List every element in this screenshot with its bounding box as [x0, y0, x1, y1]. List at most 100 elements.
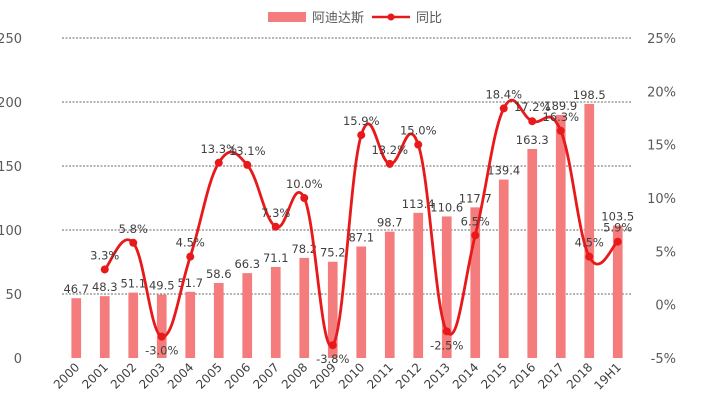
- bar: [470, 207, 481, 358]
- line-marker: [357, 131, 366, 140]
- line-marker: [271, 222, 280, 231]
- bar-value-label: 110.6: [430, 200, 463, 214]
- x-axis-tick: 2002: [108, 360, 139, 391]
- chart-legend: 阿迪达斯 同比: [268, 11, 442, 26]
- right-axis-tick: 15%: [647, 139, 676, 154]
- bar-value-label: 66.3: [234, 257, 260, 271]
- bar-value-label: 87.1: [348, 231, 374, 245]
- x-axis-tick: 2015: [478, 360, 509, 391]
- bar: [356, 246, 367, 358]
- x-axis-tick: 2011: [364, 360, 395, 391]
- x-axis-tick: 2000: [51, 360, 82, 391]
- line-marker: [613, 237, 622, 246]
- bar-value-label: 49.5: [149, 279, 175, 293]
- bar: [299, 257, 310, 358]
- bar: [327, 261, 338, 358]
- bar: [555, 114, 566, 358]
- bar: [71, 298, 82, 358]
- x-axis-tick: 2012: [393, 360, 424, 391]
- line-marker: [157, 332, 166, 341]
- x-axis-tick: 2007: [250, 360, 281, 391]
- line-marker: [442, 327, 451, 336]
- line-value-label: 10.0%: [286, 177, 323, 191]
- bar: [441, 216, 452, 358]
- bar: [498, 179, 509, 358]
- line-value-label: 5.9%: [603, 221, 632, 235]
- x-axis-tick: 2017: [535, 360, 566, 391]
- line-value-label: 15.9%: [343, 114, 380, 128]
- line-value-label: 5.8%: [119, 222, 148, 236]
- line-marker: [300, 194, 309, 202]
- line-value-label: 4.5%: [176, 236, 205, 250]
- x-axis-tick: 2018: [564, 360, 595, 391]
- line-value-label: 18.4%: [485, 87, 522, 101]
- right-axis-tick: -5%: [651, 352, 676, 367]
- x-axis-tick: 19H1: [591, 360, 623, 392]
- left-axis-tick: 100: [0, 224, 22, 239]
- left-axis-tick: 50: [5, 288, 22, 303]
- line-value-label: 13.1%: [229, 144, 266, 158]
- bar-value-label: 75.2: [320, 246, 346, 260]
- x-axis-tick: 2013: [421, 360, 452, 391]
- line-marker: [414, 140, 423, 149]
- x-axis-tick: 2003: [136, 360, 167, 391]
- line-marker: [385, 159, 394, 168]
- right-axis-tick: 5%: [655, 245, 676, 260]
- bar-value-label: 198.5: [573, 88, 606, 102]
- bar: [185, 291, 196, 358]
- line-value-label: 7.3%: [261, 206, 290, 220]
- bar-value-label: 71.1: [263, 251, 289, 265]
- bar-value-label: 58.6: [206, 267, 232, 281]
- right-axis-tick: 20%: [647, 85, 676, 100]
- line-value-label: -2.5%: [430, 338, 463, 352]
- line-marker: [328, 341, 337, 350]
- line-value-label: 3.3%: [90, 248, 119, 262]
- legend-bar-swatch: [268, 12, 306, 22]
- line-value-label: 15.0%: [400, 124, 437, 138]
- line-marker: [471, 231, 480, 240]
- line-marker: [214, 158, 223, 167]
- legend-line-label: 同比: [416, 11, 442, 26]
- x-axis-tick: 2008: [279, 360, 310, 391]
- line-value-label: 16.3%: [542, 110, 579, 124]
- right-axis-tick: 0%: [655, 299, 676, 314]
- bar: [270, 266, 281, 358]
- left-axis-tick: 200: [0, 96, 22, 111]
- line-value-label: -3.0%: [145, 344, 178, 358]
- bar: [384, 231, 395, 358]
- bar: [413, 212, 424, 358]
- legend-line-marker: [387, 13, 395, 21]
- growth-line: [103, 98, 619, 348]
- bar-value-label: 48.3: [92, 280, 118, 294]
- bar-value-label: 117.7: [459, 191, 492, 205]
- line-value-label: 13.2%: [371, 143, 408, 157]
- bar: [128, 292, 139, 358]
- line-value-label: 4.5%: [575, 236, 604, 250]
- bar-value-label: 139.4: [487, 164, 520, 178]
- line-marker: [243, 160, 252, 169]
- bar: [99, 296, 110, 358]
- x-axis-tick: 2014: [450, 360, 481, 391]
- line-value-label: -3.8%: [316, 352, 349, 366]
- x-axis-tick: 2005: [193, 360, 224, 391]
- bar: [612, 225, 623, 358]
- bar-value-label: 98.7: [377, 216, 403, 230]
- bar: [213, 282, 224, 358]
- bar: [584, 103, 595, 358]
- left-axis-tick: 150: [0, 160, 22, 175]
- line-marker: [585, 252, 594, 261]
- bar-value-label: 103.5: [601, 210, 634, 224]
- bar-value-label: 46.7: [63, 282, 89, 296]
- line-marker: [556, 126, 565, 135]
- bar: [527, 148, 538, 358]
- left-axis-tick: 250: [0, 32, 22, 47]
- line-marker: [528, 117, 537, 126]
- legend-bar-label: 阿迪达斯: [312, 11, 364, 26]
- x-axis-tick: 2016: [507, 360, 538, 391]
- bar-value-label: 51.1: [120, 277, 146, 291]
- bar-value-label: 163.3: [516, 133, 549, 147]
- line-value-label: 6.5%: [461, 214, 490, 228]
- bar-value-label: 78.2: [291, 242, 317, 256]
- line-marker: [186, 252, 195, 261]
